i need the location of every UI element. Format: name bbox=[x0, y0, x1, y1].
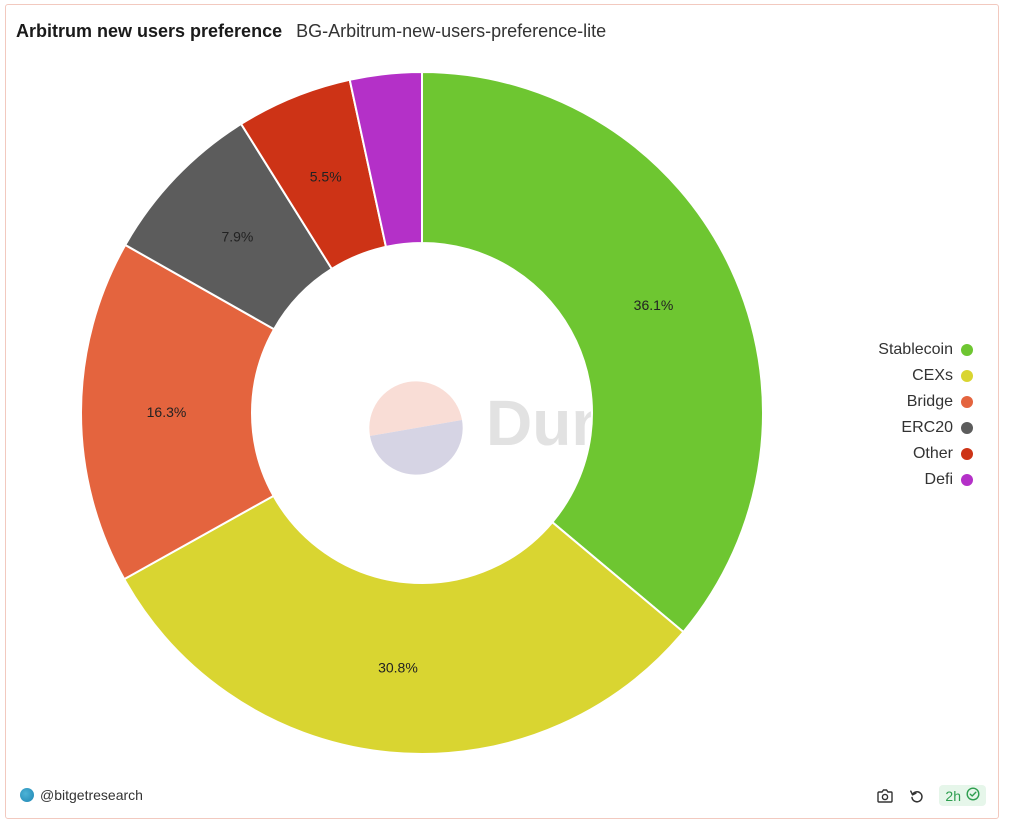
legend-item-erc20[interactable]: ERC20 bbox=[901, 415, 973, 441]
footer-actions: 2h bbox=[875, 785, 986, 806]
slice-labels: 36.1% 30.8% 16.3% 7.9% 5.5% bbox=[147, 168, 674, 675]
slice-cexs[interactable] bbox=[122, 494, 685, 755]
donut-chart: Dune 36.1%30.8%16.3%7.9%5.5% bbox=[80, 70, 764, 755]
legend-label: Bridge bbox=[906, 393, 953, 410]
data-label-stablecoin: 36.1% bbox=[634, 297, 674, 313]
query-name[interactable]: BG-Arbitrum-new-users-preference-lite bbox=[296, 21, 607, 41]
legend-item-stablecoin[interactable]: Stablecoin bbox=[878, 337, 973, 363]
legend-swatch bbox=[961, 448, 973, 460]
legend-swatch bbox=[961, 370, 973, 382]
refresh-age: 2h bbox=[945, 787, 961, 804]
chart-title: Arbitrum new users preference bbox=[16, 21, 283, 41]
author-avatar bbox=[20, 788, 34, 802]
legend-label: Stablecoin bbox=[878, 341, 953, 358]
legend-label: Defi bbox=[924, 471, 953, 488]
legend-item-other[interactable]: Other bbox=[913, 441, 973, 467]
data-label-cexs: 30.8% bbox=[378, 659, 418, 675]
refresh-icon[interactable] bbox=[907, 786, 927, 806]
author-handle[interactable]: @bitgetresearch bbox=[40, 787, 143, 803]
legend-swatch bbox=[961, 396, 973, 408]
data-label-erc20: 7.9% bbox=[221, 228, 253, 244]
author-info[interactable]: @bitgetresearch bbox=[20, 787, 143, 803]
data-label-bridge: 16.3% bbox=[147, 404, 187, 420]
legend-item-cexs[interactable]: CEXs bbox=[912, 363, 973, 389]
legend-swatch bbox=[961, 344, 973, 356]
watermark-logo-top bbox=[369, 381, 462, 436]
chart-header: Arbitrum new users preference BG-Arbitru… bbox=[16, 21, 606, 42]
legend-item-bridge[interactable]: Bridge bbox=[907, 389, 973, 415]
legend-label: CEXs bbox=[912, 367, 953, 384]
legend: Stablecoin CEXs Bridge ERC20 Other Defi bbox=[878, 337, 973, 493]
legend-swatch bbox=[961, 474, 973, 486]
check-circle-icon bbox=[966, 787, 980, 804]
camera-icon[interactable] bbox=[875, 786, 895, 806]
refresh-badge[interactable]: 2h bbox=[939, 785, 986, 806]
legend-item-defi[interactable]: Defi bbox=[925, 467, 973, 493]
data-label-other: 5.5% bbox=[310, 168, 342, 184]
slice-defi[interactable] bbox=[348, 70, 423, 249]
donut-slices bbox=[80, 70, 764, 755]
slice-bridge[interactable] bbox=[80, 243, 276, 581]
slice-stablecoin[interactable] bbox=[421, 70, 764, 634]
chart-card: Arbitrum new users preference BG-Arbitru… bbox=[5, 4, 999, 819]
legend-label: ERC20 bbox=[901, 419, 953, 436]
watermark-logo-bottom bbox=[370, 420, 463, 475]
legend-swatch bbox=[961, 422, 973, 434]
legend-label: Other bbox=[912, 445, 953, 462]
